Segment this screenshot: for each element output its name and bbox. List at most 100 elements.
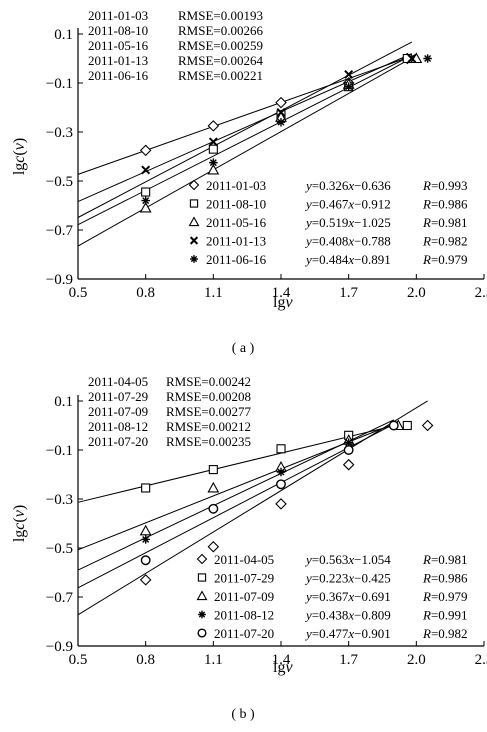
x-tick-label: 0.5 <box>69 285 88 301</box>
data-point <box>207 163 220 175</box>
fit-line <box>77 419 394 571</box>
y-tick-label: −0.9 <box>46 272 73 288</box>
data-point <box>276 444 286 454</box>
legend-equation: y=0.484x−0.891 <box>304 252 391 267</box>
x-tick-label: 1.7 <box>339 285 358 301</box>
rmse-date: 2011-07-09 <box>88 404 148 419</box>
legend-equation: y=0.519x−1.025 <box>304 215 391 230</box>
y-tick-label: −0.5 <box>46 541 73 557</box>
rmse-date: 2011-04-05 <box>88 374 148 389</box>
data-point <box>275 96 287 109</box>
data-point <box>276 117 286 127</box>
x-tick-label: 1.1 <box>204 652 223 668</box>
data-point <box>276 479 286 490</box>
data-point <box>402 420 412 431</box>
legend-r: R=0.979 <box>422 252 468 267</box>
rmse-date: 2011-01-03 <box>88 8 148 23</box>
data-point <box>388 420 399 431</box>
fit-line <box>77 423 395 589</box>
data-point <box>141 187 151 197</box>
legend-equation: y=0.467x−0.912 <box>304 197 391 212</box>
rmse-value: RMSE=0.00235 <box>166 434 251 449</box>
data-point <box>344 69 354 79</box>
x-tick-label: 2.0 <box>407 285 426 301</box>
x-tick-label: 0.8 <box>136 652 155 668</box>
y-axis-label: lgc(v) <box>11 138 28 175</box>
y-tick-label: −0.1 <box>46 76 73 92</box>
x-tick-label: 0.5 <box>69 652 88 668</box>
data-point <box>208 503 219 514</box>
data-point <box>141 535 150 544</box>
rmse-value: RMSE=0.00193 <box>178 8 263 23</box>
legend-r: R=0.993 <box>422 178 468 193</box>
data-point <box>141 196 150 205</box>
rmse-value: RMSE=0.00259 <box>178 38 263 53</box>
data-point <box>207 481 220 493</box>
y-tick-label: −0.5 <box>46 174 73 190</box>
data-point <box>423 54 432 63</box>
data-point <box>141 483 151 493</box>
panel-label: ( a ) <box>232 341 255 356</box>
data-point <box>276 107 286 117</box>
rmse-date: 2011-07-20 <box>88 434 148 449</box>
legend-r: R=0.979 <box>422 589 468 604</box>
data-point <box>276 467 286 477</box>
data-point <box>139 201 152 213</box>
x-axis-label: lgv <box>273 294 293 311</box>
legend-name: 2011-07-29 <box>214 571 274 586</box>
y-tick-label: 0.1 <box>54 27 73 43</box>
y-tick-label: −0.7 <box>46 590 74 606</box>
x-tick-label: 1.4 <box>272 652 291 668</box>
data-point <box>344 438 353 447</box>
rmse-value: RMSE=0.00221 <box>178 68 263 83</box>
legend-equation: y=0.367x−0.691 <box>304 589 391 604</box>
fit-line <box>77 58 410 247</box>
x-axis-label: lgv <box>273 659 293 676</box>
legend-name: 2011-08-12 <box>214 608 274 623</box>
rmse-date: 2011-08-12 <box>88 419 148 434</box>
legend-marker <box>196 590 208 601</box>
data-point <box>140 555 151 566</box>
rmse-date: 2011-07-29 <box>88 389 148 404</box>
panel-label: ( b ) <box>231 707 255 722</box>
fit-line <box>77 425 394 503</box>
legend-name: 2011-07-20 <box>214 626 274 641</box>
x-tick-label: 2.0 <box>407 652 426 668</box>
rmse-date: 2011-01-13 <box>88 53 148 68</box>
rmse-value: RMSE=0.00242 <box>166 374 251 389</box>
chart-panel-a: 0.5 0.8 1.1 1.4 1.7 2.0 2.3 0.1 −0.1 −0.3 −0.5 −0.7… <box>11 8 487 356</box>
rmse-date: 2011-05-16 <box>88 38 149 53</box>
legend-r: R=0.991 <box>422 608 468 623</box>
x-tick-label: 2.3 <box>475 652 487 668</box>
data-point <box>139 574 152 586</box>
rmse-value: RMSE=0.00208 <box>166 389 251 404</box>
legend-equation: y=0.563x−1.054 <box>304 552 391 567</box>
legend-name: 2011-04-05 <box>214 552 274 567</box>
legend-r: R=0.981 <box>422 215 468 230</box>
rmse-value: RMSE=0.00266 <box>178 23 263 38</box>
legend-equation: y=0.438x−0.809 <box>304 608 391 623</box>
x-tick-label: 1.1 <box>204 285 223 301</box>
legend-name: 2011-01-13 <box>206 234 266 249</box>
legend-name: 2011-06-16 <box>206 252 267 267</box>
legend-equation: y=0.326x−0.636 <box>304 178 391 193</box>
data-point <box>141 165 151 175</box>
x-tick-label: 2.3 <box>475 285 487 301</box>
rmse-value: RMSE=0.00277 <box>166 404 251 419</box>
legend-marker <box>189 236 199 245</box>
y-tick-label: 0.1 <box>54 394 73 410</box>
legend-r: R=0.986 <box>422 571 468 586</box>
x-tick-label: 1.7 <box>339 652 358 668</box>
legend-name: 2011-07-09 <box>214 589 274 604</box>
fit-line <box>77 41 413 218</box>
data-point <box>207 540 220 553</box>
x-tick-label: 0.8 <box>136 285 155 301</box>
y-axis-label: lgc(v) <box>11 505 28 542</box>
data-point <box>421 419 434 432</box>
data-point <box>139 524 152 536</box>
legend-name: 2011-01-03 <box>206 178 266 193</box>
y-tick-label: −0.3 <box>46 492 73 508</box>
legend-marker <box>197 573 207 582</box>
fit-line <box>77 53 413 203</box>
legend-name: 2011-05-16 <box>206 215 267 230</box>
